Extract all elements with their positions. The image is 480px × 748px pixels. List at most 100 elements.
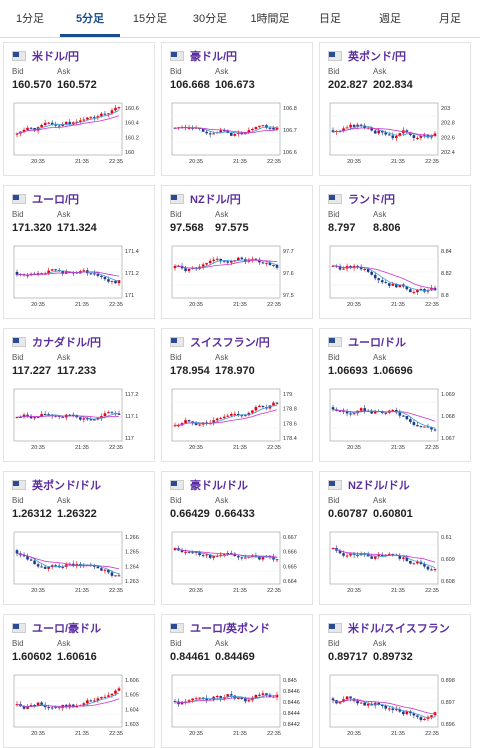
pair-name[interactable]: 米ドル/スイスフラン [348, 623, 450, 635]
candle-body [93, 273, 96, 275]
y-tick-label: 0.8442 [283, 722, 300, 728]
bid-ask-labels: Bid Ask [170, 67, 260, 76]
currency-card[interactable]: 豪ドル/円 Bid Ask 106.668 106.673 106.8 106.7 106.6… [161, 42, 313, 176]
candle-body [57, 125, 61, 127]
mini-candlestick-chart[interactable]: 0.61 0.609 0.608 20:35 21:35 22:35 [326, 528, 468, 600]
candle-body [430, 136, 433, 138]
pair-name[interactable]: スイスフラン/円 [190, 337, 270, 349]
y-tick-label: 117.2 [125, 392, 138, 398]
mini-candlestick-chart[interactable]: 0.667 0.666 0.665 0.664 20:35 21:35 22:35 [168, 528, 310, 600]
candle-body [261, 262, 265, 264]
candle-body [100, 697, 103, 699]
tab-0[interactable]: 1分足 [15, 13, 45, 25]
candle-body [405, 416, 409, 420]
bid-value: 1.60602 [12, 651, 52, 663]
candle-body [237, 556, 240, 558]
currency-card[interactable]: ユーロ/英ポンド Bid Ask 0.84461 0.84469 0.845 0.8446 0… [161, 614, 313, 748]
currency-card[interactable]: ユーロ/ドル Bid Ask 1.06693 1.06696 1.069 1.068 1.06… [319, 328, 471, 462]
mini-candlestick-chart[interactable]: 160.6 160.4 160.2 160 20:35 21:35 22:35 [10, 99, 152, 171]
candle-body [345, 411, 349, 414]
tab-3[interactable]: 30分足 [192, 13, 228, 25]
pair-name[interactable]: ランド/円 [348, 194, 396, 206]
mini-candlestick-chart[interactable]: 203 202.8 202.6 202.4 20:35 21:35 22:35 [326, 99, 468, 171]
candle-body [114, 280, 117, 284]
currency-card[interactable]: NZドル/ドル Bid Ask 0.60787 0.60801 0.61 0.609 0.60… [319, 471, 471, 605]
eu-flag-icon [12, 194, 26, 204]
bid-label: Bid [170, 353, 182, 362]
pair-name[interactable]: 豪ドル/円 [190, 51, 238, 63]
x-tick-label: 21:35 [233, 588, 247, 594]
pair-name[interactable]: NZドル/円 [190, 194, 241, 206]
tab-4[interactable]: 1時間足 [250, 13, 290, 25]
currency-card[interactable]: ユーロ/豪ドル Bid Ask 1.60602 1.60616 1.606 1.605 1.6… [3, 614, 155, 748]
y-tick-label: 171.4 [125, 249, 139, 255]
candle-body [219, 258, 223, 262]
mini-candlestick-chart[interactable]: 1.606 1.605 1.604 1.603 20:35 21:35 22:35 [10, 671, 152, 743]
pair-name[interactable]: 英ポンド/円 [348, 51, 407, 63]
candle-body [75, 705, 79, 708]
bid-value: 160.570 [12, 79, 52, 91]
pair-name[interactable]: NZドル/ドル [348, 480, 410, 492]
pair-name[interactable]: カナダドル/円 [32, 337, 102, 349]
currency-card[interactable]: スイスフラン/円 Bid Ask 178.954 178.970 179 178.8 178.… [161, 328, 313, 462]
mini-candlestick-chart[interactable]: 1.266 1.265 1.264 1.263 20:35 21:35 22:35 [10, 528, 152, 600]
candle-body [26, 275, 29, 277]
mini-candlestick-chart[interactable]: 117.2 117.1 117 20:35 21:35 22:35 [10, 385, 152, 457]
bid-ask-labels: Bid Ask [328, 639, 418, 648]
bid-ask-values: 0.66429 0.66433 [170, 508, 260, 520]
mini-candlestick-chart[interactable]: 97.7 97.6 97.5 20:35 21:35 22:35 [168, 242, 310, 314]
tab-1[interactable]: 5分足 [60, 0, 120, 37]
card-header: ユーロ/英ポンド [170, 620, 270, 636]
pair-name[interactable]: ユーロ/円 [32, 194, 80, 206]
bid-ask-labels: Bid Ask [12, 496, 102, 505]
candle-body [419, 426, 423, 428]
mini-candlestick-chart[interactable]: 0.898 0.897 0.896 20:35 21:35 22:35 [326, 671, 468, 743]
tab-5[interactable]: 日足 [319, 13, 341, 25]
pair-name[interactable]: ユーロ/英ポンド [190, 623, 271, 635]
pair-name[interactable]: 英ポンド/ドル [32, 480, 102, 492]
currency-card[interactable]: NZドル/円 Bid Ask 97.568 97.575 97.7 97.6 97.5 20:3… [161, 185, 313, 319]
x-tick-label: 21:35 [391, 588, 405, 594]
mini-candlestick-chart[interactable]: 8.84 8.82 8.8 20:35 21:35 22:35 [326, 242, 468, 314]
tab-6[interactable]: 週足 [379, 13, 401, 25]
candle-body [423, 426, 426, 428]
candle-body [331, 130, 335, 132]
candle-body [426, 426, 430, 428]
tab-7[interactable]: 月足 [439, 13, 461, 25]
candle-body [222, 261, 226, 263]
candle-body [26, 127, 29, 130]
tab-2[interactable]: 15分足 [132, 13, 168, 25]
currency-card[interactable]: 豪ドル/ドル Bid Ask 0.66429 0.66433 0.667 0.666 0.66… [161, 471, 313, 605]
ma-long-line [332, 127, 435, 136]
pair-name[interactable]: ユーロ/ドル [348, 337, 407, 349]
card-header: カナダドル/円 [12, 334, 101, 350]
currency-card[interactable]: ユーロ/円 Bid Ask 171.320 171.324 171.4 171.2 171 20… [3, 185, 155, 319]
ask-value: 0.84469 [215, 651, 255, 663]
bid-ask-labels: Bid Ask [328, 210, 418, 219]
candle-body [198, 697, 201, 699]
pair-name[interactable]: 豪ドル/ドル [190, 480, 249, 492]
currency-card[interactable]: 米ドル/円 Bid Ask 160.570 160.572 160.6 160.4 160.2… [3, 42, 155, 176]
candle-body [226, 415, 230, 417]
candle-body [409, 289, 412, 293]
mini-candlestick-chart[interactable]: 0.845 0.8446 0.8446 0.8444 0.8442 20:35 21:35 2… [168, 671, 310, 743]
currency-card[interactable]: 米ドル/スイスフラン Bid Ask 0.89717 0.89732 0.898 0.897… [319, 614, 471, 748]
candle-body [405, 557, 409, 561]
currency-card[interactable]: 英ポンド/円 Bid Ask 202.827 202.834 203 202.8 202.6 2… [319, 42, 471, 176]
mini-candlestick-chart[interactable]: 106.8 106.7 106.6 20:35 21:35 22:35 [168, 99, 310, 171]
mini-candlestick-chart[interactable]: 179 178.8 178.6 178.4 20:35 21:35 22:35 [168, 385, 310, 457]
currency-card[interactable]: ランド/円 Bid Ask 8.797 8.806 8.84 8.82 8.8 20:35 21:… [319, 185, 471, 319]
candle-body [212, 259, 215, 261]
currency-card[interactable]: カナダドル/円 Bid Ask 117.227 117.233 117.2 117.1 117… [3, 328, 155, 462]
x-tick-label: 20:35 [347, 445, 361, 451]
card-header: NZドル/円 [170, 191, 241, 207]
mini-candlestick-chart[interactable]: 171.4 171.2 171 20:35 21:35 22:35 [10, 242, 152, 314]
mini-candlestick-chart[interactable]: 1.069 1.068 1.067 20:35 21:35 22:35 [326, 385, 468, 457]
candle-body [342, 553, 345, 556]
y-tick-label: 0.666 [283, 550, 297, 556]
pair-name[interactable]: ユーロ/豪ドル [32, 623, 102, 635]
x-tick-label: 20:35 [31, 445, 45, 451]
y-tick-label: 97.5 [283, 293, 294, 299]
pair-name[interactable]: 米ドル/円 [32, 51, 80, 63]
currency-card[interactable]: 英ポンド/ドル Bid Ask 1.26312 1.26322 1.266 1.265 1.2… [3, 471, 155, 605]
